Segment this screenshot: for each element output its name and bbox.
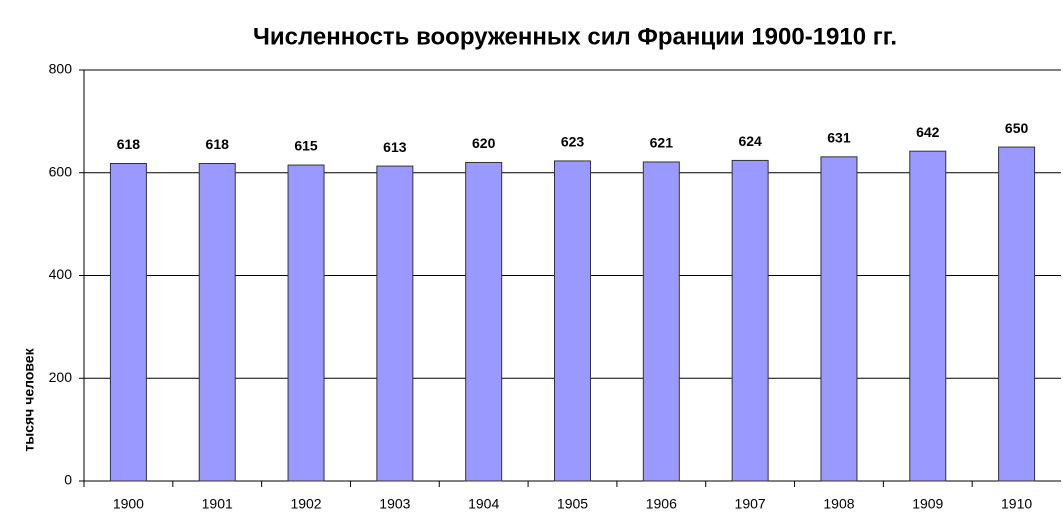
value-label: 618 xyxy=(206,136,230,152)
bar xyxy=(554,160,591,482)
x-tick-label: 1907 xyxy=(735,496,766,512)
bar xyxy=(376,165,414,482)
value-label: 620 xyxy=(472,135,496,151)
bar xyxy=(465,161,503,482)
value-label: 642 xyxy=(916,124,940,140)
x-tick-label: 1903 xyxy=(379,496,410,512)
x-tick-label: 1904 xyxy=(468,496,499,512)
bar xyxy=(820,156,858,482)
value-label: 623 xyxy=(561,134,585,150)
bar xyxy=(731,159,769,482)
value-label: 650 xyxy=(1005,120,1029,136)
bar xyxy=(198,163,236,482)
y-tick-label: 600 xyxy=(49,163,73,179)
value-label: 621 xyxy=(650,135,674,151)
bar xyxy=(109,163,147,482)
y-tick-label: 400 xyxy=(49,266,73,282)
x-tick-label: 1906 xyxy=(646,496,677,512)
x-tick-label: 1902 xyxy=(290,496,321,512)
x-tick-label: 1909 xyxy=(912,496,943,512)
y-axis-label: тысяч человек xyxy=(21,347,37,451)
x-tick-label: 1901 xyxy=(202,496,233,512)
bar xyxy=(909,150,947,482)
bar xyxy=(642,161,680,482)
x-tick-label: 1910 xyxy=(1001,496,1032,512)
chart-title: Численность вооруженных сил Франции 1900… xyxy=(253,23,897,50)
value-label: 615 xyxy=(294,138,318,154)
y-tick-label: 0 xyxy=(64,472,72,488)
value-label: 613 xyxy=(383,139,407,155)
bar xyxy=(287,164,325,482)
value-label: 618 xyxy=(117,136,141,152)
x-tick-label: 1900 xyxy=(113,496,144,512)
bar xyxy=(998,146,1036,482)
value-label: 631 xyxy=(827,130,851,146)
x-tick-label: 1905 xyxy=(557,496,588,512)
y-tick-label: 800 xyxy=(49,61,73,77)
y-tick-label: 200 xyxy=(49,369,73,385)
x-tick-label: 1908 xyxy=(823,496,854,512)
value-label: 624 xyxy=(738,133,762,149)
